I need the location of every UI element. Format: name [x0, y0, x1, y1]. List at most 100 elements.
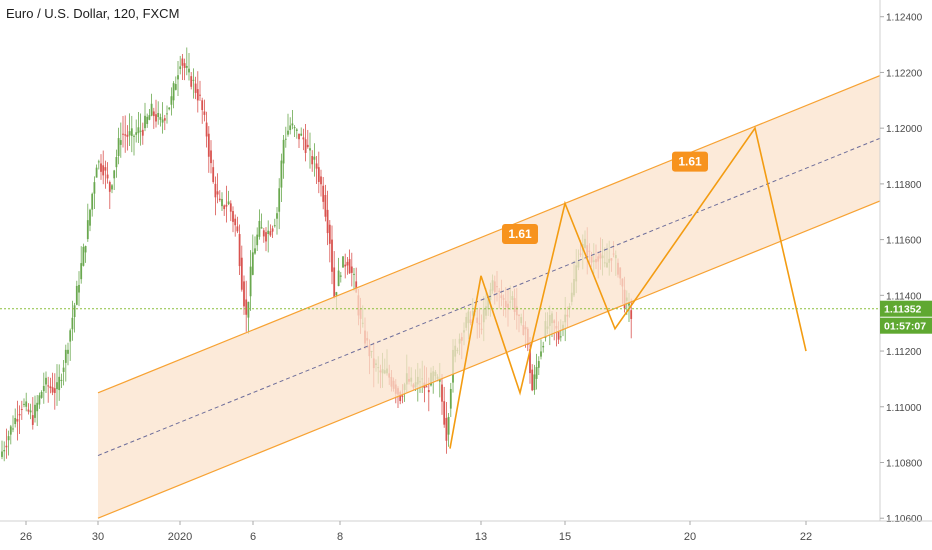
svg-text:1.11352: 1.11352	[884, 304, 922, 316]
candle-body	[533, 374, 536, 391]
candle-body	[126, 134, 129, 137]
time-tick-label: 2020	[168, 531, 192, 543]
price-axis[interactable]: 1.12400 1.12200 1.12000 1.11800 1.11600 1.114…	[880, 13, 923, 525]
candle-body	[122, 133, 124, 135]
candle-body	[346, 261, 349, 266]
time-tick-label: 8	[337, 531, 343, 543]
candle-body	[60, 379, 63, 381]
time-tick-label: 30	[92, 531, 104, 543]
candle-body	[108, 182, 111, 192]
fib-label-2[interactable]: 1.61	[672, 151, 708, 172]
candle-body	[104, 167, 107, 171]
candle-body	[25, 401, 28, 407]
candle-body	[150, 103, 153, 116]
candle-body	[559, 336, 562, 338]
candle-body	[194, 83, 197, 93]
candle-body	[258, 220, 261, 237]
candle-body	[254, 248, 256, 254]
fib-label-1[interactable]: 1.61	[502, 224, 538, 245]
time-tick-label: 15	[559, 531, 571, 543]
candle-body	[212, 167, 215, 183]
candle-body	[199, 94, 201, 96]
candle-body	[172, 83, 175, 101]
candle-body	[75, 285, 78, 305]
candle-body	[339, 275, 342, 277]
svg-text:1.61: 1.61	[678, 155, 702, 169]
candle-body	[38, 395, 41, 405]
candle-body	[20, 408, 23, 410]
candle-body	[27, 409, 30, 412]
candle-body	[331, 239, 333, 272]
candle-body	[306, 144, 309, 148]
candle-body	[210, 150, 212, 164]
candle-body	[240, 257, 243, 290]
price-tick-label: 1.11600	[886, 236, 922, 247]
candle-body	[267, 230, 270, 235]
zigzag-pattern	[449, 126, 807, 449]
chart-title: Euro / U.S. Dollar, 120, FXCM	[6, 6, 180, 21]
candle-body	[137, 127, 140, 134]
candle-body	[157, 112, 160, 118]
candle-body	[350, 266, 353, 273]
candle-body	[238, 234, 241, 267]
candle-body	[557, 331, 560, 340]
candle-body	[5, 445, 8, 448]
candle-body	[276, 213, 278, 219]
candle-body	[29, 410, 32, 413]
candle-body	[128, 131, 131, 136]
candle-body	[185, 65, 188, 68]
candle-body	[100, 163, 102, 172]
candle-body	[348, 259, 351, 274]
candle-body	[58, 376, 61, 391]
candle-body	[333, 267, 336, 298]
price-tick-label: 1.12200	[886, 68, 923, 79]
candle-body	[223, 205, 226, 210]
candle-body	[7, 436, 10, 441]
candle-body	[447, 416, 450, 435]
candle-body	[89, 209, 91, 226]
candle-body	[117, 138, 120, 157]
price-tick-label: 1.11000	[886, 403, 922, 414]
candle-body	[313, 156, 316, 160]
candle-body	[53, 388, 56, 393]
candle-body	[155, 114, 157, 122]
candle-body	[183, 63, 186, 68]
candle-body	[161, 119, 164, 123]
candle-body	[36, 402, 39, 412]
candle-body	[320, 176, 322, 185]
candle-body	[247, 301, 250, 318]
candle-body	[170, 96, 173, 105]
candle-body	[298, 133, 300, 140]
candle-body	[152, 111, 155, 117]
candle-body	[304, 139, 307, 153]
candle-body	[399, 391, 402, 402]
candle-body	[97, 161, 100, 163]
candle-body	[135, 132, 138, 135]
candle-body	[47, 385, 50, 387]
candle-body	[218, 198, 221, 201]
candle-body	[289, 125, 292, 131]
candle-body	[177, 75, 179, 80]
time-tick-label: 6	[250, 531, 256, 543]
candle-body	[190, 76, 193, 87]
candle-body	[179, 66, 182, 69]
candle-body	[106, 174, 109, 179]
candle-body	[273, 225, 276, 227]
candle-body	[102, 165, 105, 176]
candle-body	[271, 228, 274, 232]
time-axis[interactable]: 26 30 2020 6 8 13 15 20 22	[20, 521, 812, 543]
candle-body	[355, 281, 358, 293]
candle-body	[34, 404, 36, 418]
candle-body	[91, 193, 94, 210]
candle-body	[163, 118, 166, 121]
svg-text:01:57:07: 01:57:07	[884, 321, 926, 333]
time-tick-label: 26	[20, 531, 32, 543]
candle-body	[287, 130, 289, 135]
time-tick-label: 20	[684, 531, 696, 543]
candle-body	[291, 123, 294, 126]
candle-body	[256, 234, 259, 246]
candle-body	[205, 122, 208, 137]
candle-body	[144, 115, 146, 129]
candle-body	[315, 163, 318, 169]
